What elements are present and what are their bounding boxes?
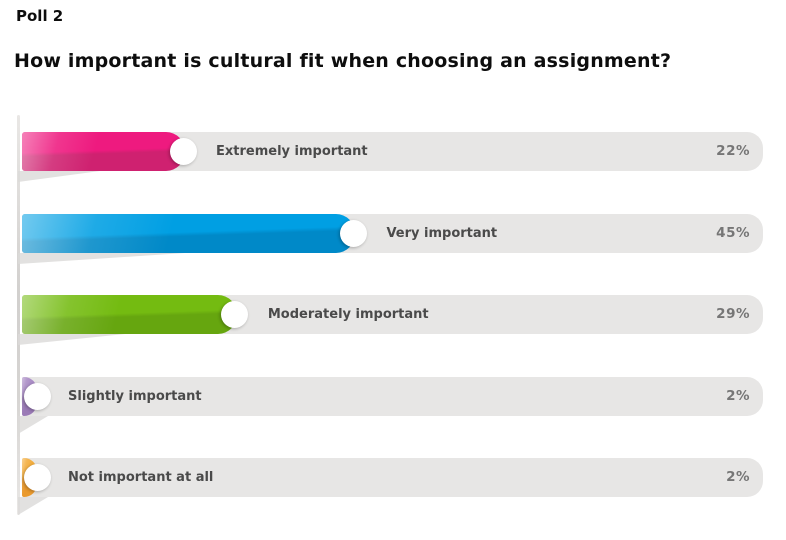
- poll-number-heading: Poll 2: [16, 7, 64, 25]
- bar-end-circle: [221, 301, 249, 328]
- answer-label: Not important at all: [68, 470, 214, 485]
- percent-value: 2%: [726, 469, 750, 485]
- result-bar: [22, 213, 356, 253]
- poll-result-row: Not important at all 2%: [18, 458, 763, 515]
- answer-label: Moderately important: [267, 307, 429, 322]
- bar-end-circle: [24, 464, 51, 491]
- poll-result-row: Very important 45%: [18, 213, 763, 264]
- ribbon-fold-shadow: [18, 415, 48, 434]
- poll-results-chart: Extremely important 22% Very important 4…: [18, 132, 763, 540]
- ribbon-fold-shadow: [18, 334, 125, 345]
- poll-result-row: Extremely important 22%: [18, 132, 763, 182]
- result-bar: [22, 295, 237, 334]
- percent-value: 2%: [726, 387, 750, 404]
- poll-question-title: How important is cultural fit when choos…: [14, 50, 672, 72]
- ribbon-fold-shadow: [18, 497, 48, 515]
- bar-end-circle: [24, 382, 51, 410]
- answer-label: Extremely important: [216, 144, 368, 159]
- poll-result-row: Slightly important 2%: [18, 376, 763, 434]
- bar-end-circle: [339, 219, 367, 247]
- bar-end-circle: [169, 138, 197, 165]
- percent-value: 29%: [716, 306, 750, 322]
- poll-result-row: Moderately important 29%: [18, 295, 763, 345]
- percent-value: 45%: [716, 224, 750, 241]
- chart-axis-line: [17, 115, 20, 515]
- answer-label: Slightly important: [68, 388, 202, 404]
- answer-label: Very important: [386, 225, 498, 241]
- percent-value: 22%: [716, 143, 750, 159]
- result-bar: [22, 132, 186, 171]
- ribbon-fold-shadow: [18, 171, 100, 182]
- ribbon-fold-shadow: [18, 252, 185, 264]
